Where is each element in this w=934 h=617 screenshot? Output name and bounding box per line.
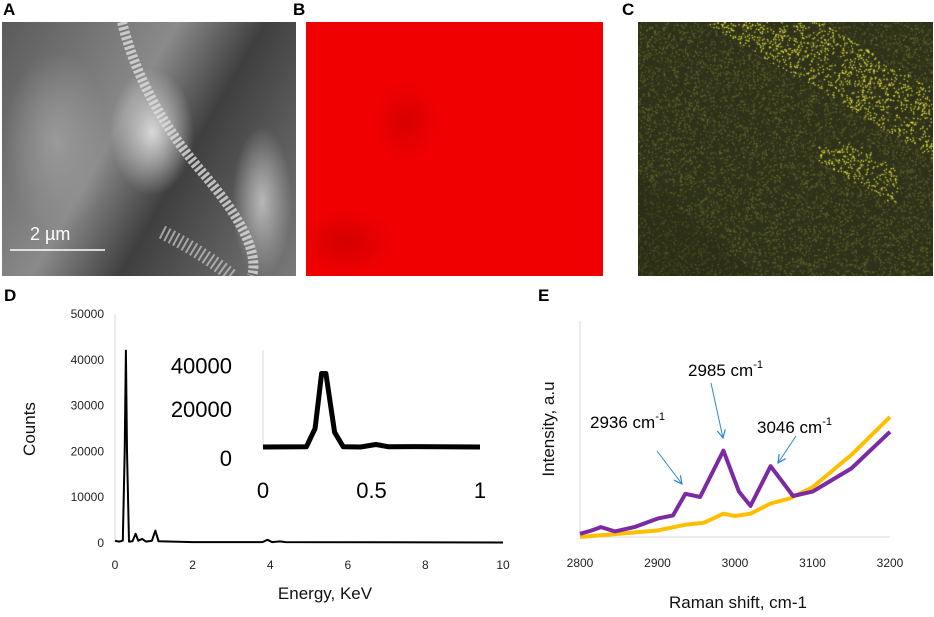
d-inset-y-tick-label: 40000 bbox=[171, 354, 232, 379]
annotation-2985-label: 2985 cm-1 bbox=[688, 359, 763, 380]
annotation-2936-label: 2936 cm-1 bbox=[590, 411, 665, 432]
e-series-orange-line bbox=[579, 415, 892, 539]
annotation-3046: 3046 cm-1 bbox=[757, 416, 832, 463]
d-y-tick-label: 40000 bbox=[71, 353, 105, 367]
e-x-tick-label: 2900 bbox=[644, 556, 671, 570]
arrow-icon bbox=[778, 435, 797, 463]
sem-texture bbox=[10, 22, 259, 276]
d-y-tick-label: 20000 bbox=[71, 444, 105, 458]
d-x-tick-label: 8 bbox=[422, 558, 429, 572]
annotation-2985: 2985 cm-1 bbox=[688, 359, 763, 438]
panel-label-a: A bbox=[3, 0, 16, 19]
d-x-tick-label: 10 bbox=[496, 558, 510, 572]
d-inset-y-tick-label: 0 bbox=[220, 446, 232, 471]
d-spectrum-line bbox=[114, 349, 504, 544]
d-inset-x-tick-label: 0 bbox=[257, 478, 269, 503]
panel-label-c: C bbox=[622, 0, 635, 19]
d-inset-x-tick-label: 0.5 bbox=[356, 478, 387, 503]
d-inset-spectrum-line bbox=[262, 371, 481, 450]
panel-label-e: E bbox=[538, 286, 550, 305]
d-x-tick-label: 0 bbox=[112, 558, 119, 572]
eds-map-c bbox=[638, 22, 933, 276]
d-inset-y-tick-label: 20000 bbox=[171, 397, 232, 422]
sem-image: 2 µm bbox=[2, 22, 296, 276]
e-x-tick-label: 3000 bbox=[722, 556, 749, 570]
panel-label-b: B bbox=[293, 0, 306, 19]
eds-map-b bbox=[306, 22, 603, 276]
d-x-tick-label: 6 bbox=[344, 558, 351, 572]
scale-bar-label: 2 µm bbox=[30, 224, 71, 244]
e-x-label: Raman shift, cm-1 bbox=[669, 593, 807, 612]
d-x-tick-label: 4 bbox=[267, 558, 274, 572]
annotation-3046-label: 3046 cm-1 bbox=[757, 416, 832, 437]
d-y-tick-label: 50000 bbox=[71, 307, 105, 321]
panel-label-d: D bbox=[4, 286, 17, 305]
e-series-purple-line bbox=[579, 430, 892, 536]
arrow-icon bbox=[656, 450, 682, 484]
d-y-label: Counts bbox=[20, 402, 39, 456]
d-x-label: Energy, KeV bbox=[278, 584, 373, 603]
annotation-2936: 2936 cm-1 bbox=[590, 411, 682, 484]
e-x-tick-label: 3200 bbox=[877, 556, 904, 570]
e-x-tick-label: 2800 bbox=[567, 556, 594, 570]
d-inset: 0 20000 40000 0 0.5 1 bbox=[171, 350, 486, 503]
e-y-label: Intensity, a.u bbox=[539, 381, 558, 476]
e-x-tick-label: 3100 bbox=[799, 556, 826, 570]
d-y-tick-label: 0 bbox=[97, 536, 104, 550]
d-inset-x-tick-label: 1 bbox=[474, 478, 486, 503]
chart-e: 2800 2900 3000 3100 3200 Intensity, a.u Rama… bbox=[539, 321, 904, 612]
d-x-tick-label: 2 bbox=[189, 558, 196, 572]
d-y-tick-label: 10000 bbox=[71, 490, 105, 504]
arrow-icon bbox=[710, 382, 723, 438]
d-y-tick-label: 30000 bbox=[71, 399, 105, 413]
